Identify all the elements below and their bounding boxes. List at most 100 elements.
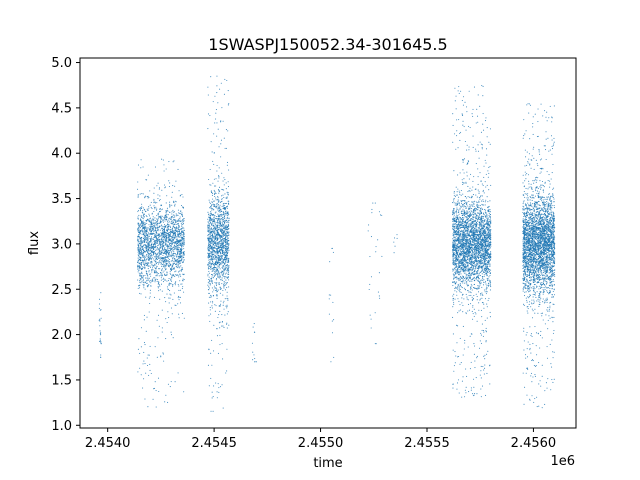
data-point bbox=[218, 209, 220, 212]
data-point bbox=[139, 247, 141, 249]
data-point bbox=[167, 241, 169, 244]
data-point bbox=[486, 217, 488, 219]
data-point bbox=[221, 205, 223, 208]
data-point bbox=[172, 337, 174, 339]
data-point bbox=[211, 237, 213, 239]
data-point bbox=[180, 245, 182, 247]
data-point bbox=[175, 220, 177, 222]
data-point bbox=[148, 244, 150, 247]
data-point bbox=[153, 258, 155, 260]
data-point bbox=[168, 284, 170, 286]
data-point bbox=[158, 236, 160, 239]
data-point bbox=[225, 261, 227, 263]
data-point bbox=[147, 195, 149, 198]
data-point bbox=[137, 222, 139, 224]
data-point bbox=[224, 245, 226, 247]
data-point bbox=[180, 231, 183, 233]
data-point bbox=[168, 252, 170, 254]
data-point bbox=[223, 287, 225, 289]
data-point bbox=[157, 219, 159, 221]
data-point bbox=[173, 292, 175, 294]
data-point bbox=[154, 381, 156, 383]
data-point bbox=[228, 324, 230, 326]
data-point bbox=[159, 229, 161, 231]
data-point bbox=[154, 246, 156, 248]
data-point bbox=[226, 233, 228, 235]
data-point bbox=[164, 239, 166, 241]
data-point bbox=[215, 242, 217, 244]
data-point bbox=[165, 243, 167, 245]
data-point bbox=[156, 185, 158, 187]
data-point bbox=[143, 249, 145, 252]
data-point bbox=[211, 281, 213, 283]
data-point bbox=[212, 302, 214, 304]
data-point bbox=[207, 237, 209, 239]
data-point bbox=[207, 225, 209, 227]
data-point bbox=[162, 278, 164, 280]
data-point bbox=[147, 252, 149, 254]
data-point bbox=[459, 291, 461, 293]
data-point bbox=[211, 231, 213, 233]
data-point bbox=[139, 193, 141, 195]
data-point bbox=[207, 281, 209, 283]
data-point bbox=[143, 285, 145, 287]
data-point bbox=[139, 247, 141, 249]
data-point bbox=[214, 239, 216, 241]
data-point bbox=[163, 226, 165, 228]
data-point bbox=[145, 262, 147, 264]
data-point bbox=[153, 223, 155, 225]
data-point bbox=[489, 165, 491, 168]
data-point bbox=[149, 289, 151, 291]
data-point bbox=[175, 254, 177, 256]
data-point bbox=[176, 242, 178, 245]
data-point bbox=[211, 280, 213, 282]
data-point bbox=[174, 248, 176, 250]
data-point bbox=[477, 270, 479, 272]
data-point bbox=[218, 246, 220, 248]
data-point bbox=[210, 377, 212, 379]
data-point bbox=[156, 221, 159, 223]
data-point bbox=[163, 227, 165, 229]
data-point bbox=[141, 203, 143, 205]
data-point bbox=[475, 273, 477, 275]
data-point bbox=[146, 273, 148, 275]
data-point bbox=[216, 207, 218, 209]
data-point bbox=[161, 227, 163, 229]
data-point bbox=[160, 235, 162, 237]
data-point bbox=[225, 239, 227, 241]
data-point bbox=[456, 214, 458, 216]
data-point bbox=[143, 255, 145, 257]
data-point bbox=[485, 173, 487, 175]
data-point bbox=[215, 382, 217, 384]
data-point bbox=[460, 229, 462, 231]
data-point bbox=[223, 259, 225, 261]
data-point bbox=[142, 256, 145, 258]
data-point bbox=[216, 335, 218, 337]
data-point bbox=[162, 249, 164, 252]
data-point bbox=[463, 272, 465, 274]
data-point bbox=[99, 338, 101, 340]
data-point bbox=[167, 249, 169, 251]
data-point bbox=[208, 220, 211, 222]
data-point bbox=[485, 331, 488, 333]
data-point bbox=[167, 264, 169, 266]
data-point bbox=[213, 200, 215, 203]
data-point bbox=[224, 263, 226, 265]
data-point bbox=[146, 235, 148, 237]
data-point bbox=[482, 217, 484, 219]
data-point bbox=[183, 229, 185, 231]
data-point bbox=[381, 255, 383, 257]
data-point bbox=[216, 290, 219, 292]
data-point bbox=[160, 274, 162, 276]
data-point bbox=[226, 197, 228, 199]
data-point bbox=[220, 82, 222, 84]
data-point bbox=[100, 292, 102, 294]
data-point bbox=[98, 303, 101, 305]
data-point bbox=[209, 240, 211, 242]
data-point bbox=[170, 283, 172, 285]
data-point bbox=[146, 258, 148, 260]
data-point bbox=[210, 212, 212, 214]
data-point bbox=[149, 217, 152, 219]
data-point bbox=[452, 256, 454, 258]
data-point bbox=[179, 251, 181, 253]
